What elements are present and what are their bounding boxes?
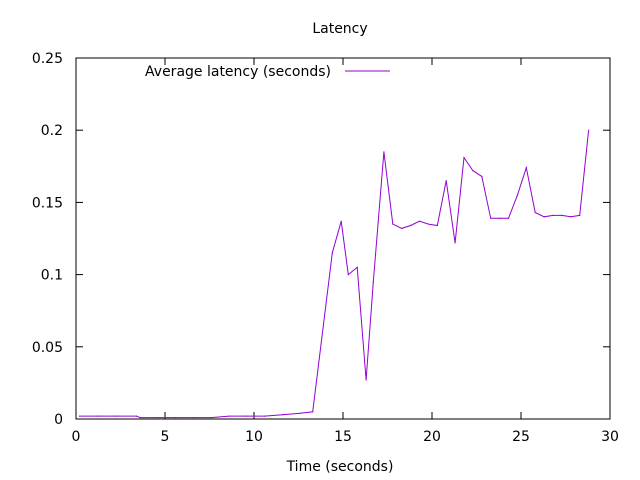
data-point	[340, 220, 342, 222]
data-point	[299, 412, 301, 414]
data-point	[312, 411, 314, 413]
data-point	[331, 252, 333, 254]
x-tick-label: 0	[72, 429, 81, 445]
data-point	[534, 211, 536, 214]
data-point	[436, 224, 438, 227]
data-point	[246, 415, 248, 417]
data-point	[579, 214, 581, 216]
data-point	[499, 217, 501, 219]
data-point	[175, 416, 177, 419]
x-axis-label: Time (seconds)	[286, 459, 394, 475]
x-tick-label: 15	[334, 429, 352, 445]
y-tick-label: 0	[54, 412, 63, 428]
series-line-0	[79, 130, 590, 419]
data-point	[210, 416, 212, 419]
data-point	[78, 415, 81, 417]
y-tick-label: 0.05	[32, 340, 63, 356]
data-point	[392, 223, 394, 225]
data-point	[570, 216, 572, 218]
data-point	[445, 180, 447, 182]
y-tick-label: 0.2	[41, 123, 63, 139]
chart-title: Latency	[312, 21, 367, 37]
data-point	[552, 214, 554, 216]
x-tick-label: 10	[245, 429, 263, 445]
data-point	[561, 214, 563, 216]
data-point	[418, 220, 421, 222]
data-point	[228, 415, 230, 417]
data-point	[347, 274, 349, 276]
data-point	[507, 217, 510, 219]
data-point	[525, 167, 527, 169]
data-point	[472, 170, 474, 172]
x-tick-label: 5	[161, 429, 170, 445]
data-point	[410, 224, 412, 227]
data-point	[264, 415, 266, 417]
data-point	[157, 416, 159, 419]
x-tick-label: 30	[601, 429, 619, 445]
legend-label: Average latency (seconds)	[145, 64, 331, 80]
x-tick-label: 20	[423, 429, 441, 445]
legend: Average latency (seconds)	[145, 64, 390, 80]
data-point	[427, 223, 430, 225]
data-point	[516, 194, 519, 196]
data-point	[281, 414, 284, 416]
data-point	[96, 415, 98, 417]
data-point	[401, 227, 403, 229]
data-point	[114, 415, 116, 417]
data-point	[372, 281, 374, 283]
data-point	[139, 416, 141, 419]
data-point	[135, 415, 138, 417]
data-point	[454, 242, 456, 244]
data-point	[463, 157, 465, 159]
data-point	[365, 379, 367, 381]
y-tick-label: 0.15	[32, 195, 63, 211]
data-point	[192, 416, 195, 419]
data-point	[490, 217, 492, 219]
data-point	[383, 151, 385, 153]
data-point	[588, 129, 590, 131]
data-point	[356, 266, 358, 268]
y-tick-label: 0.1	[41, 268, 63, 284]
y-tick-label: 0.25	[32, 51, 63, 67]
data-point	[481, 175, 483, 178]
data-point	[543, 216, 545, 218]
x-tick-label: 25	[512, 429, 530, 445]
